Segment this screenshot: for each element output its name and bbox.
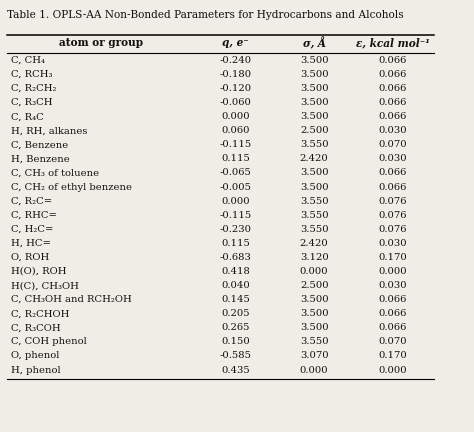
Text: 3.500: 3.500 — [300, 309, 328, 318]
Text: 0.150: 0.150 — [221, 337, 250, 346]
Text: H, HC=: H, HC= — [11, 239, 51, 248]
Text: C, H₂C=: C, H₂C= — [11, 225, 54, 234]
Text: -0.060: -0.060 — [220, 98, 252, 107]
Text: 3.500: 3.500 — [300, 56, 328, 65]
Text: C, Benzene: C, Benzene — [11, 140, 69, 149]
Text: C, CH₃ of toluene: C, CH₃ of toluene — [11, 168, 100, 178]
Text: O, ROH: O, ROH — [11, 253, 50, 262]
Text: 3.500: 3.500 — [300, 295, 328, 304]
Text: 0.076: 0.076 — [378, 225, 407, 234]
Text: 0.066: 0.066 — [378, 70, 407, 79]
Text: -0.230: -0.230 — [220, 225, 252, 234]
Text: 2.420: 2.420 — [300, 154, 328, 163]
Text: 0.000: 0.000 — [378, 365, 407, 375]
Text: 3.500: 3.500 — [300, 70, 328, 79]
Text: C, R₃CH: C, R₃CH — [11, 98, 53, 107]
Text: 3.550: 3.550 — [300, 140, 328, 149]
Text: 0.170: 0.170 — [378, 253, 407, 262]
Text: C, R₄C: C, R₄C — [11, 112, 44, 121]
Text: 0.000: 0.000 — [300, 365, 328, 375]
Text: 3.500: 3.500 — [300, 183, 328, 191]
Text: 3.070: 3.070 — [300, 352, 328, 360]
Text: 0.265: 0.265 — [221, 323, 250, 332]
Text: 0.000: 0.000 — [300, 267, 328, 276]
Text: 0.170: 0.170 — [378, 352, 407, 360]
Text: -0.240: -0.240 — [220, 56, 252, 65]
Text: 0.066: 0.066 — [378, 84, 407, 93]
Text: 0.000: 0.000 — [221, 197, 250, 206]
Text: C, R₂C=: C, R₂C= — [11, 197, 53, 206]
Text: C, COH phenol: C, COH phenol — [11, 337, 87, 346]
Text: ε, kcal mol⁻¹: ε, kcal mol⁻¹ — [356, 37, 429, 48]
Text: 0.000: 0.000 — [378, 267, 407, 276]
Text: Table 1. OPLS-AA Non-Bonded Parameters for Hydrocarbons and Alcohols: Table 1. OPLS-AA Non-Bonded Parameters f… — [7, 10, 404, 20]
Text: q, e⁻: q, e⁻ — [222, 37, 249, 48]
Text: H, Benzene: H, Benzene — [11, 154, 70, 163]
Text: 0.030: 0.030 — [378, 281, 407, 290]
Text: 3.550: 3.550 — [300, 225, 328, 234]
Text: 2.500: 2.500 — [300, 281, 328, 290]
Text: H, RH, alkanes: H, RH, alkanes — [11, 126, 88, 135]
Text: H(C), CH₃OH: H(C), CH₃OH — [11, 281, 79, 290]
Text: C, RCH₃: C, RCH₃ — [11, 70, 53, 79]
Text: 3.550: 3.550 — [300, 211, 328, 220]
Text: -0.005: -0.005 — [220, 183, 252, 191]
Text: C, R₂CHOH: C, R₂CHOH — [11, 309, 70, 318]
Text: 0.115: 0.115 — [221, 154, 250, 163]
Text: C, CH₃OH and RCH₂OH: C, CH₃OH and RCH₂OH — [11, 295, 132, 304]
Text: 0.076: 0.076 — [378, 197, 407, 206]
Text: 0.000: 0.000 — [221, 112, 250, 121]
Text: 3.500: 3.500 — [300, 168, 328, 178]
Text: -0.683: -0.683 — [220, 253, 252, 262]
Text: 0.070: 0.070 — [378, 140, 407, 149]
Text: 0.066: 0.066 — [378, 112, 407, 121]
Text: 0.040: 0.040 — [221, 281, 250, 290]
Text: 0.145: 0.145 — [221, 295, 250, 304]
Text: 0.066: 0.066 — [378, 295, 407, 304]
Text: 3.500: 3.500 — [300, 112, 328, 121]
Text: C, R₂CH₂: C, R₂CH₂ — [11, 84, 57, 93]
Text: 3.500: 3.500 — [300, 98, 328, 107]
Text: -0.585: -0.585 — [220, 352, 252, 360]
Text: atom or group: atom or group — [59, 37, 143, 48]
Text: 0.070: 0.070 — [378, 337, 407, 346]
Text: 0.066: 0.066 — [378, 309, 407, 318]
Text: 0.066: 0.066 — [378, 98, 407, 107]
Text: 0.076: 0.076 — [378, 211, 407, 220]
Text: 0.060: 0.060 — [221, 126, 250, 135]
Text: 0.030: 0.030 — [378, 239, 407, 248]
Text: 3.500: 3.500 — [300, 84, 328, 93]
Text: O, phenol: O, phenol — [11, 352, 60, 360]
Text: -0.115: -0.115 — [219, 140, 252, 149]
Text: 0.205: 0.205 — [221, 309, 250, 318]
Text: 0.435: 0.435 — [221, 365, 250, 375]
Text: 3.550: 3.550 — [300, 337, 328, 346]
Text: σ, Å: σ, Å — [302, 37, 326, 50]
Text: C, RHC=: C, RHC= — [11, 211, 57, 220]
Text: C, CH₄: C, CH₄ — [11, 56, 46, 65]
Text: 0.066: 0.066 — [378, 323, 407, 332]
Text: 2.420: 2.420 — [300, 239, 328, 248]
Text: 0.115: 0.115 — [221, 239, 250, 248]
Text: 0.030: 0.030 — [378, 154, 407, 163]
Text: 3.120: 3.120 — [300, 253, 328, 262]
Text: 0.066: 0.066 — [378, 56, 407, 65]
Text: 3.500: 3.500 — [300, 323, 328, 332]
Text: 0.066: 0.066 — [378, 183, 407, 191]
Text: H(O), ROH: H(O), ROH — [11, 267, 67, 276]
Text: -0.115: -0.115 — [219, 211, 252, 220]
Text: C, CH₂ of ethyl benzene: C, CH₂ of ethyl benzene — [11, 183, 133, 191]
Text: 0.030: 0.030 — [378, 126, 407, 135]
Text: 0.066: 0.066 — [378, 168, 407, 178]
Text: -0.180: -0.180 — [220, 70, 252, 79]
Text: 3.550: 3.550 — [300, 197, 328, 206]
Text: -0.120: -0.120 — [220, 84, 252, 93]
Text: 0.418: 0.418 — [221, 267, 250, 276]
Text: 2.500: 2.500 — [300, 126, 328, 135]
Text: -0.065: -0.065 — [220, 168, 252, 178]
Text: H, phenol: H, phenol — [11, 365, 61, 375]
Text: C, R₃COH: C, R₃COH — [11, 323, 61, 332]
